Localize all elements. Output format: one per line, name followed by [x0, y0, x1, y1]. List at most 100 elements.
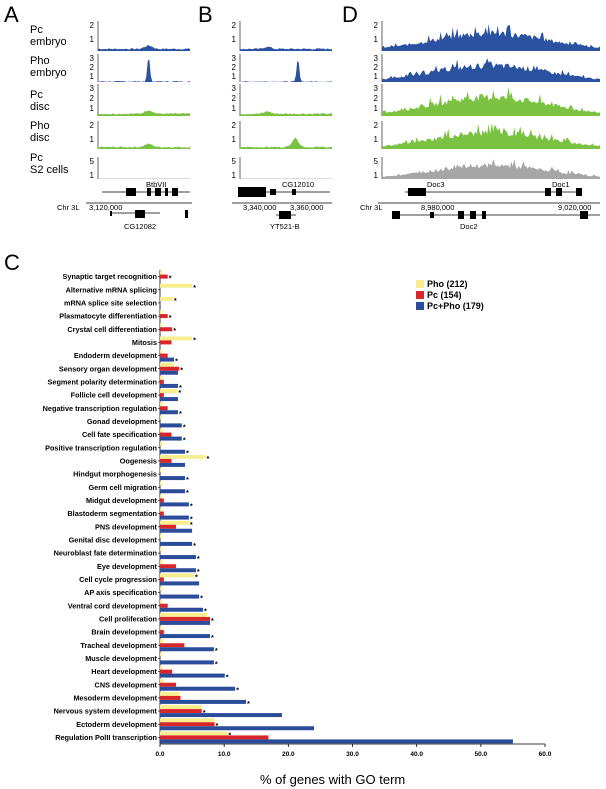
tick-a0-1: 1: [89, 35, 94, 44]
bar-pc-pho: [160, 660, 214, 665]
x-tick-label: 10.0: [218, 751, 231, 758]
category-label: Heart development: [91, 667, 157, 676]
category-label: Alternative mRNA splicing: [66, 285, 157, 294]
significance-star: *: [211, 616, 214, 625]
bar-pho: [160, 533, 162, 538]
significance-star: *: [183, 422, 186, 431]
bar-pho: [160, 270, 162, 275]
bar-pc: [160, 564, 177, 569]
category-label: Oogenesis: [120, 456, 157, 465]
bar-pho: [160, 678, 164, 683]
category-label: Plasmatocyte differentiation: [59, 312, 157, 321]
category-label: Crystal cell differentiation: [67, 325, 157, 334]
tick-b4-1: 1: [231, 171, 236, 180]
chrom-label-a: Chr 3L: [57, 203, 80, 212]
track-label-line1: Pho: [30, 120, 50, 132]
bar-pho: [160, 323, 162, 328]
bar-pho: [160, 507, 162, 512]
bar-pc-pho: [160, 370, 178, 375]
legend-label-pcpho: Pc+Pho (179): [427, 300, 484, 311]
legend-swatch-pcpho: [416, 301, 424, 310]
gene-label-doc2: Doc2: [460, 222, 478, 231]
track-label-line1: Pho: [30, 55, 50, 67]
track-signal-profile: [240, 46, 332, 51]
legend-item-pc: Pc (154): [416, 289, 484, 300]
tick-b2-2: 2: [231, 94, 236, 103]
bar-pc: [160, 340, 172, 345]
bar-pc: [160, 695, 181, 700]
track-signal-profile: [98, 143, 190, 149]
category-label: Endoderm development: [74, 351, 158, 360]
bar-pho: [160, 494, 162, 499]
bar-pc-pho: [160, 607, 203, 612]
category-label: PNS development: [95, 522, 158, 531]
track-label-pc-disc: Pc disc: [30, 89, 50, 113]
legend-swatch-pc: [416, 290, 424, 299]
bar-pc-pho: [160, 502, 189, 507]
bar-pho: [160, 402, 163, 407]
coord-label-a: 3,120,000: [89, 203, 122, 212]
tick-b2-3: 3: [231, 84, 236, 93]
significance-star: *: [180, 366, 183, 375]
tick-d1-3: 3: [373, 54, 378, 63]
significance-star: *: [193, 283, 196, 292]
category-label: Tracheal development: [80, 641, 157, 650]
bar-pc-pho: [160, 383, 178, 388]
bar-pc-pho: [160, 568, 196, 573]
category-label: Midgut development: [86, 496, 158, 505]
track-label-line2: disc: [30, 132, 50, 144]
significance-star: *: [215, 646, 218, 655]
category-label: Ectoderm development: [76, 720, 157, 729]
bar-pc: [160, 616, 211, 621]
panel-letter-b: B: [198, 2, 213, 27]
significance-star: *: [193, 541, 196, 550]
significance-star: *: [175, 357, 178, 366]
bar-pc-pho: [160, 476, 186, 481]
tick-b0-1: 1: [231, 35, 236, 44]
significance-star: *: [186, 488, 189, 497]
category-label: Synaptic target recognition: [63, 272, 157, 281]
bar-pc-pho: [160, 634, 211, 639]
track-signal-profile: [382, 24, 600, 51]
gene-label-doc1: Doc1: [552, 180, 570, 189]
x-tick-label: 50.0: [475, 751, 488, 758]
legend-item-pho: Pho (212): [416, 278, 484, 289]
bar-pc: [160, 524, 177, 529]
bar-pho: [160, 441, 163, 446]
legend-label-pho: Pho (212): [427, 278, 468, 289]
track-label-line1: Pc: [30, 24, 43, 36]
bar-pho: [160, 428, 163, 433]
significance-star: *: [178, 388, 181, 397]
bar-pc: [160, 366, 180, 371]
category-label: Positive transcription regulation: [45, 443, 157, 452]
bar-pc-pho: [160, 357, 175, 362]
track-label-pc-s2: Pc S2 cells: [30, 152, 69, 176]
bar-pc-pho: [160, 489, 186, 494]
bar-pc-pho: [160, 436, 182, 441]
track-label-line2: disc: [30, 101, 50, 113]
track-label-pc-embryo: Pc embryo: [30, 24, 67, 48]
significance-star: *: [211, 633, 214, 642]
tick-b3-2: 2: [231, 121, 236, 130]
significance-star: *: [195, 572, 198, 581]
tick-b4-5: 5: [231, 157, 236, 166]
tick-a2-2: 2: [89, 94, 94, 103]
significance-star: *: [197, 567, 200, 576]
bar-pc-pho: [160, 555, 196, 560]
bar-pc: [160, 274, 168, 279]
significance-star: *: [186, 449, 189, 458]
tick-a3-1: 1: [89, 135, 94, 144]
gene-model-b: CG12010 3,340,000 3,360,000 YT521-B: [232, 180, 332, 231]
bar-pho: [160, 296, 173, 301]
bar-pc: [160, 722, 215, 727]
tick-a3-2: 2: [89, 121, 94, 130]
significance-star: *: [169, 313, 172, 322]
bar-pc-pho: [160, 423, 182, 428]
tick-b1-2: 2: [231, 63, 236, 72]
bar-pho: [160, 547, 162, 552]
category-label: Neuroblast fate determination: [54, 549, 157, 558]
bar-pc: [160, 577, 164, 582]
tick-b0-2: 2: [231, 21, 236, 30]
tick-d0-2: 2: [373, 21, 378, 30]
track-signal-profile: [382, 123, 600, 149]
